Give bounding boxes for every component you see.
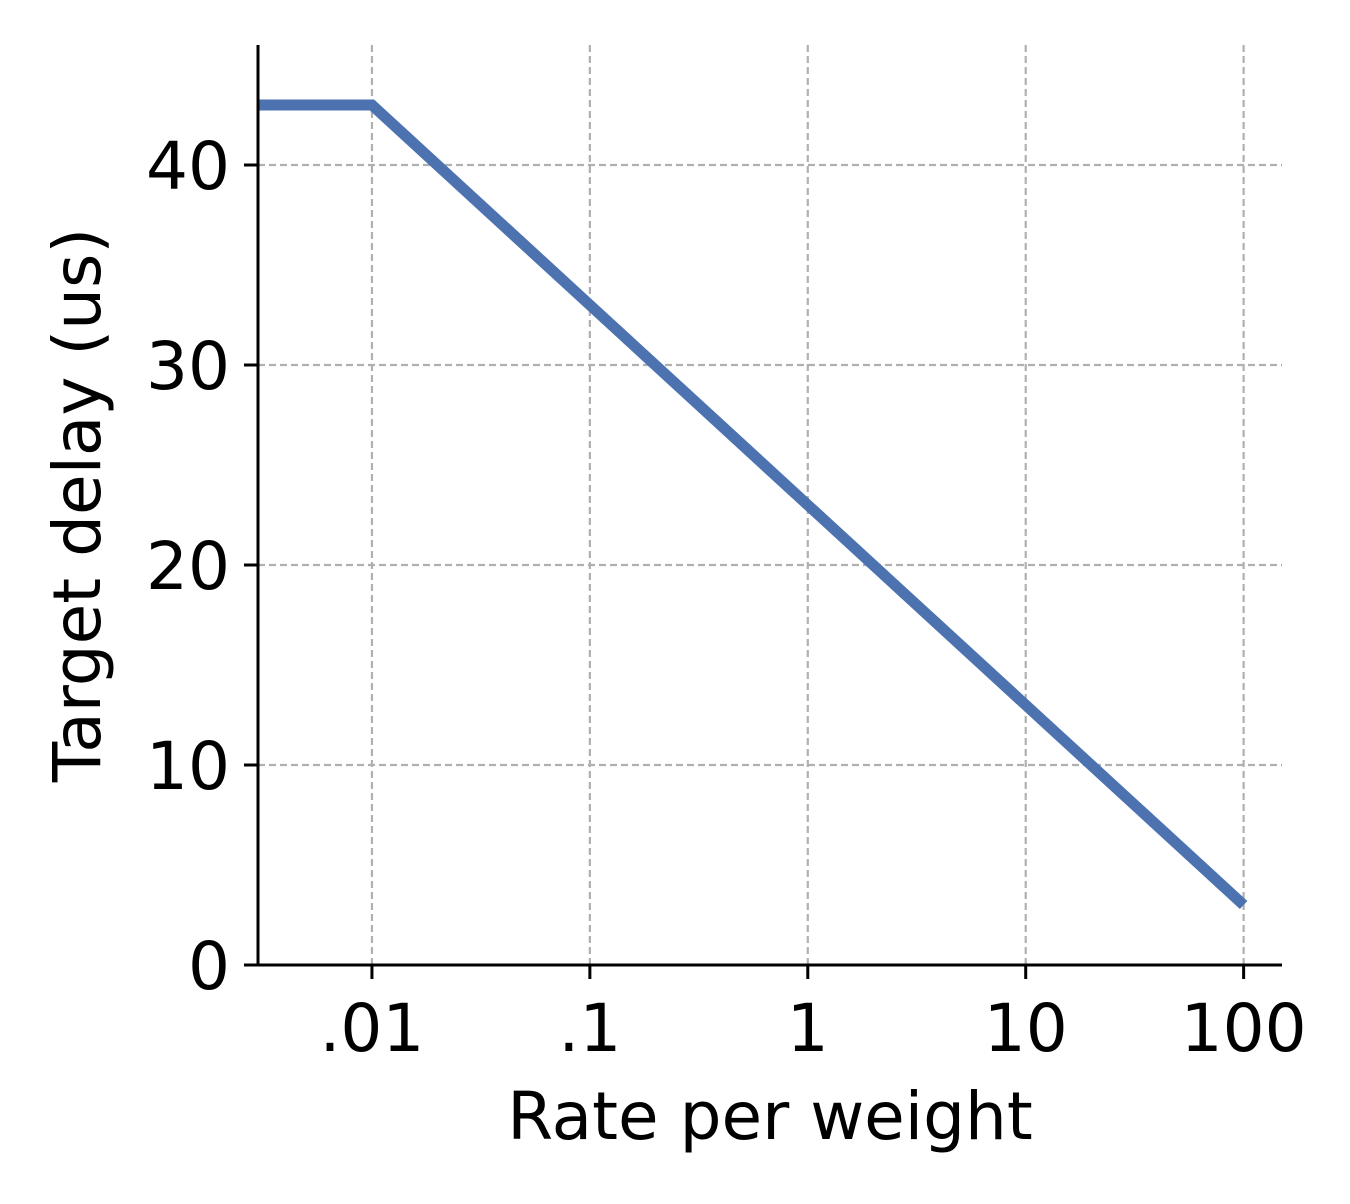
series-layer: [258, 99, 1248, 910]
y-tick-label: 30: [146, 328, 230, 405]
y-tick-label: 40: [146, 128, 230, 205]
x-tick-label: .1: [558, 990, 621, 1067]
y-tick-label: 0: [188, 928, 230, 1005]
axes: [244, 45, 1282, 979]
y-tick-label: 20: [146, 528, 230, 605]
y-tick-label: 10: [146, 728, 230, 805]
x-tick-label: .01: [319, 990, 424, 1067]
series-line-0: [258, 99, 1248, 910]
grid-lines: [258, 45, 1282, 965]
x-tick-label: 10: [984, 990, 1068, 1067]
y-axis-label: Target delay (us): [39, 228, 116, 783]
x-tick-label: 100: [1181, 990, 1307, 1067]
x-axis-label: Rate per weight: [507, 1078, 1032, 1155]
x-tick-label: 1: [787, 990, 829, 1067]
tick-labels: .01 .1 1 10 100 0 10 20 30 40: [146, 128, 1307, 1067]
